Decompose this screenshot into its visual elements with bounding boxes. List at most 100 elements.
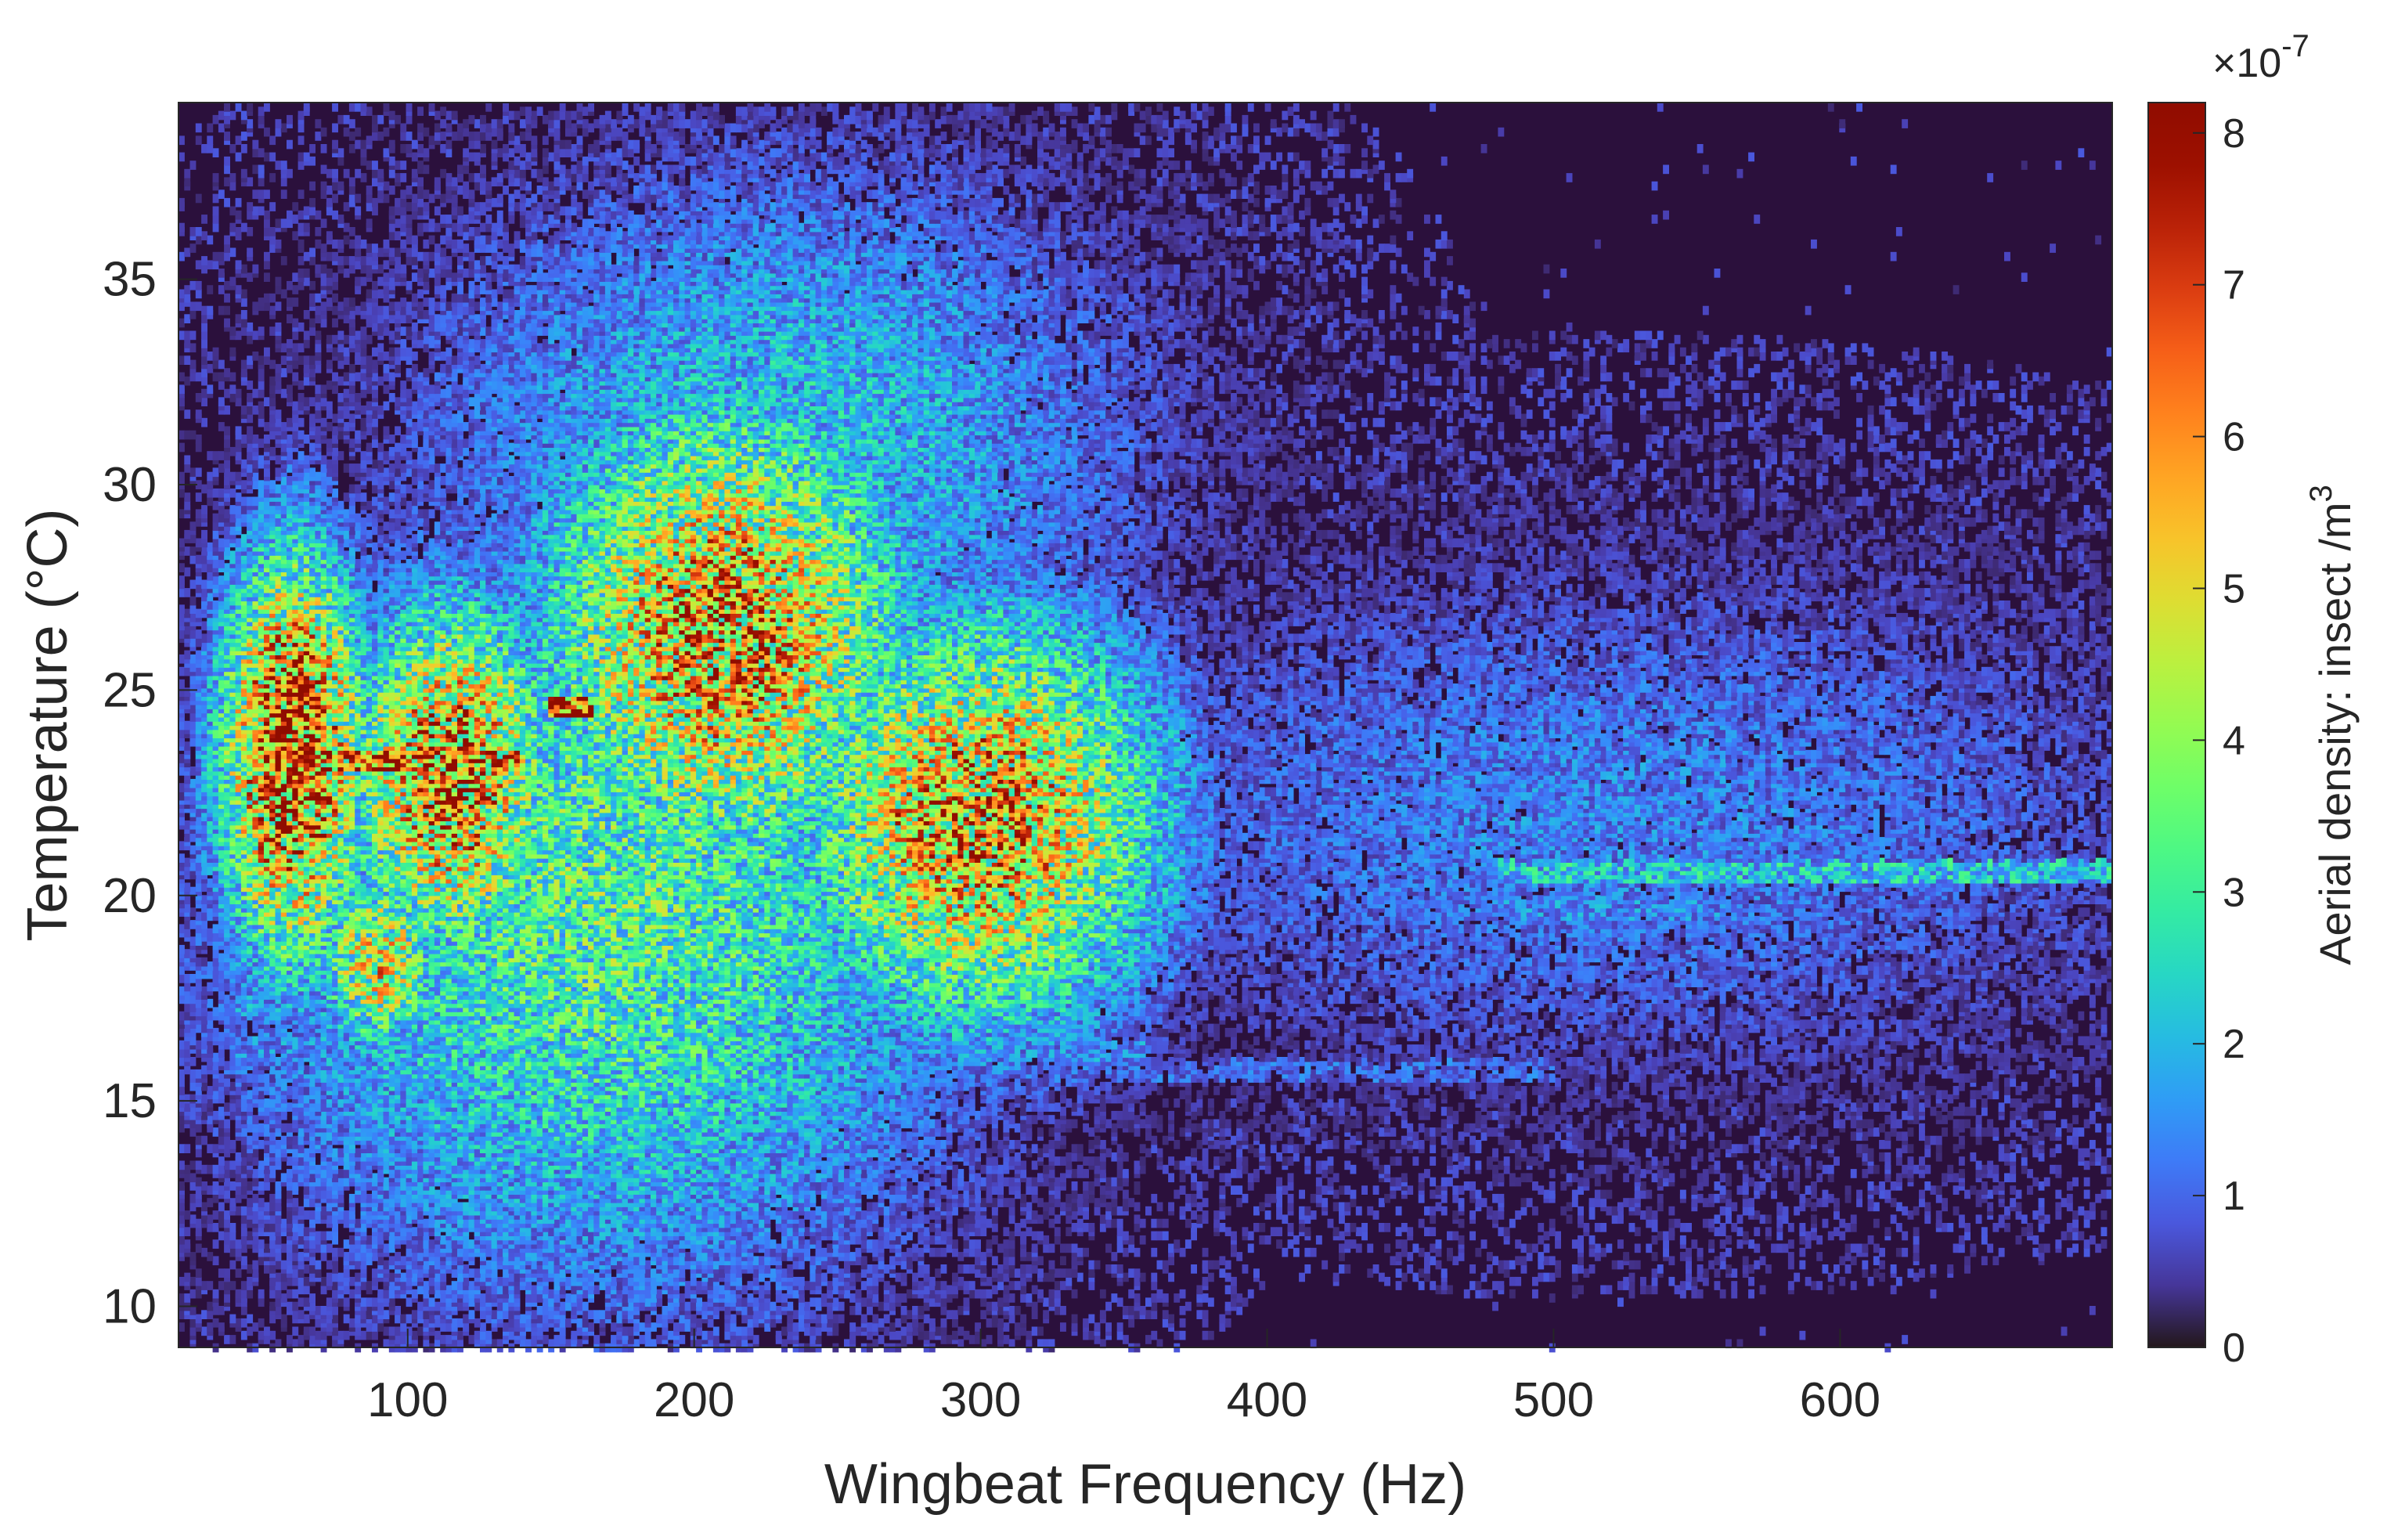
heatmap-cell — [1891, 1214, 1897, 1224]
heatmap-cell — [673, 1219, 680, 1228]
heatmap-cell — [753, 1335, 759, 1344]
heatmap-cell — [1037, 1198, 1044, 1207]
heatmap-cell — [2039, 1206, 2045, 1216]
heatmap-cell — [827, 1244, 833, 1253]
heatmap-cell — [1459, 1198, 1465, 1207]
heatmap-cell — [924, 1214, 930, 1224]
heatmap-cell — [947, 1335, 953, 1344]
heatmap-cell — [1509, 1277, 1516, 1286]
heatmap-cell — [799, 1293, 805, 1303]
heatmap-cell — [799, 1318, 805, 1328]
heatmap-cell — [207, 1214, 213, 1224]
heatmap-cell — [1123, 1273, 1129, 1282]
heatmap-cell — [776, 1198, 782, 1207]
heatmap-cell — [190, 1306, 197, 1315]
heatmap-cell — [1055, 1214, 1061, 1224]
heatmap-cell — [1515, 1256, 1521, 1265]
heatmap-cell — [1839, 1256, 1845, 1265]
heatmap-cell — [469, 1335, 475, 1344]
heatmap-cell — [213, 1289, 219, 1299]
heatmap-cell — [600, 1239, 606, 1249]
heatmap-cell — [724, 1273, 730, 1282]
heatmap-cell — [315, 1306, 321, 1315]
heatmap-cell — [543, 1315, 549, 1324]
heatmap-cell — [355, 1219, 361, 1228]
heatmap-cell — [1157, 1203, 1163, 1212]
heatmap-cell — [809, 1297, 816, 1307]
heatmap-cell — [1743, 1206, 1749, 1216]
heatmap-cell — [543, 1273, 549, 1282]
heatmap-cell — [1105, 1203, 1112, 1212]
heatmap-cell — [804, 1227, 810, 1236]
heatmap-cell — [389, 1214, 395, 1224]
heatmap-cell — [992, 1214, 998, 1224]
heatmap-cell — [856, 1273, 862, 1282]
heatmap-cell — [867, 1190, 873, 1199]
heatmap-cell — [1430, 1256, 1436, 1265]
heatmap-cell — [1521, 1244, 1527, 1253]
heatmap-cell — [1436, 1239, 1442, 1249]
heatmap-cell — [1009, 1214, 1015, 1224]
heatmap-cell — [560, 1302, 566, 1311]
heatmap-cell — [1253, 1206, 1260, 1216]
heatmap-cell — [764, 1302, 770, 1311]
heatmap-cell — [412, 1289, 418, 1299]
heatmap-cell — [1128, 1306, 1134, 1315]
heatmap-cell — [389, 1327, 395, 1336]
heatmap-cell — [304, 1315, 310, 1324]
heatmap-cell — [582, 1318, 589, 1328]
heatmap-cell — [787, 1248, 793, 1257]
heatmap-cell — [361, 1297, 367, 1307]
heatmap-cell — [229, 1248, 236, 1257]
heatmap-cell — [1339, 1232, 1345, 1241]
heatmap-cell — [452, 1248, 458, 1257]
heatmap-cell — [2101, 1239, 2108, 1249]
heatmap-cell — [1123, 1335, 1129, 1344]
heatmap-cell — [776, 1306, 782, 1315]
heatmap-cell — [918, 1264, 924, 1274]
heatmap-cell — [867, 1297, 873, 1307]
heatmap-cell — [503, 1268, 509, 1278]
heatmap-cell — [600, 1318, 606, 1328]
heatmap-cell — [497, 1277, 503, 1286]
heatmap-cell — [417, 1286, 424, 1295]
heatmap-cell — [889, 1286, 896, 1295]
heatmap-cell — [1743, 1198, 1749, 1207]
heatmap-cell — [281, 1281, 287, 1290]
heatmap-cell — [1339, 1252, 1345, 1261]
heatmap-cell — [1191, 1232, 1197, 1241]
heatmap-cell — [304, 1297, 310, 1307]
heatmap-cell — [776, 1214, 782, 1224]
heatmap-cell — [480, 1322, 486, 1332]
heatmap-cell — [276, 1306, 282, 1315]
heatmap-cell — [389, 1289, 395, 1299]
heatmap-cell — [417, 1252, 424, 1261]
heatmap-cell — [577, 1302, 583, 1311]
heatmap-cell — [1856, 1244, 1862, 1253]
heatmap-cell — [787, 1315, 793, 1324]
heatmap-cell — [1680, 1223, 1686, 1232]
heatmap-cell — [452, 1239, 458, 1249]
heatmap-cell — [457, 1318, 463, 1328]
heatmap-cell — [713, 1327, 719, 1336]
heatmap-cell — [349, 1244, 355, 1253]
heatmap-cell — [1527, 1252, 1533, 1261]
heatmap-cell — [929, 1318, 936, 1328]
heatmap-cell — [1015, 1322, 1021, 1332]
heatmap-cell — [395, 1252, 401, 1261]
heatmap-cell — [924, 1198, 930, 1207]
heatmap-cell — [429, 1214, 435, 1224]
heatmap-cell — [941, 1318, 947, 1328]
heatmap-cell — [224, 1244, 230, 1253]
heatmap-cell — [229, 1198, 236, 1207]
heatmap-cell — [417, 1302, 424, 1311]
heatmap-cell — [497, 1310, 503, 1319]
heatmap-cell — [503, 1310, 509, 1319]
heatmap-cell — [918, 1322, 924, 1332]
heatmap-cell — [793, 1289, 799, 1299]
heatmap-cell — [292, 1232, 298, 1241]
heatmap-cell — [218, 1210, 225, 1220]
heatmap-cell — [429, 1239, 435, 1249]
heatmap-cell — [1117, 1235, 1123, 1245]
heatmap-cell — [1145, 1297, 1152, 1307]
